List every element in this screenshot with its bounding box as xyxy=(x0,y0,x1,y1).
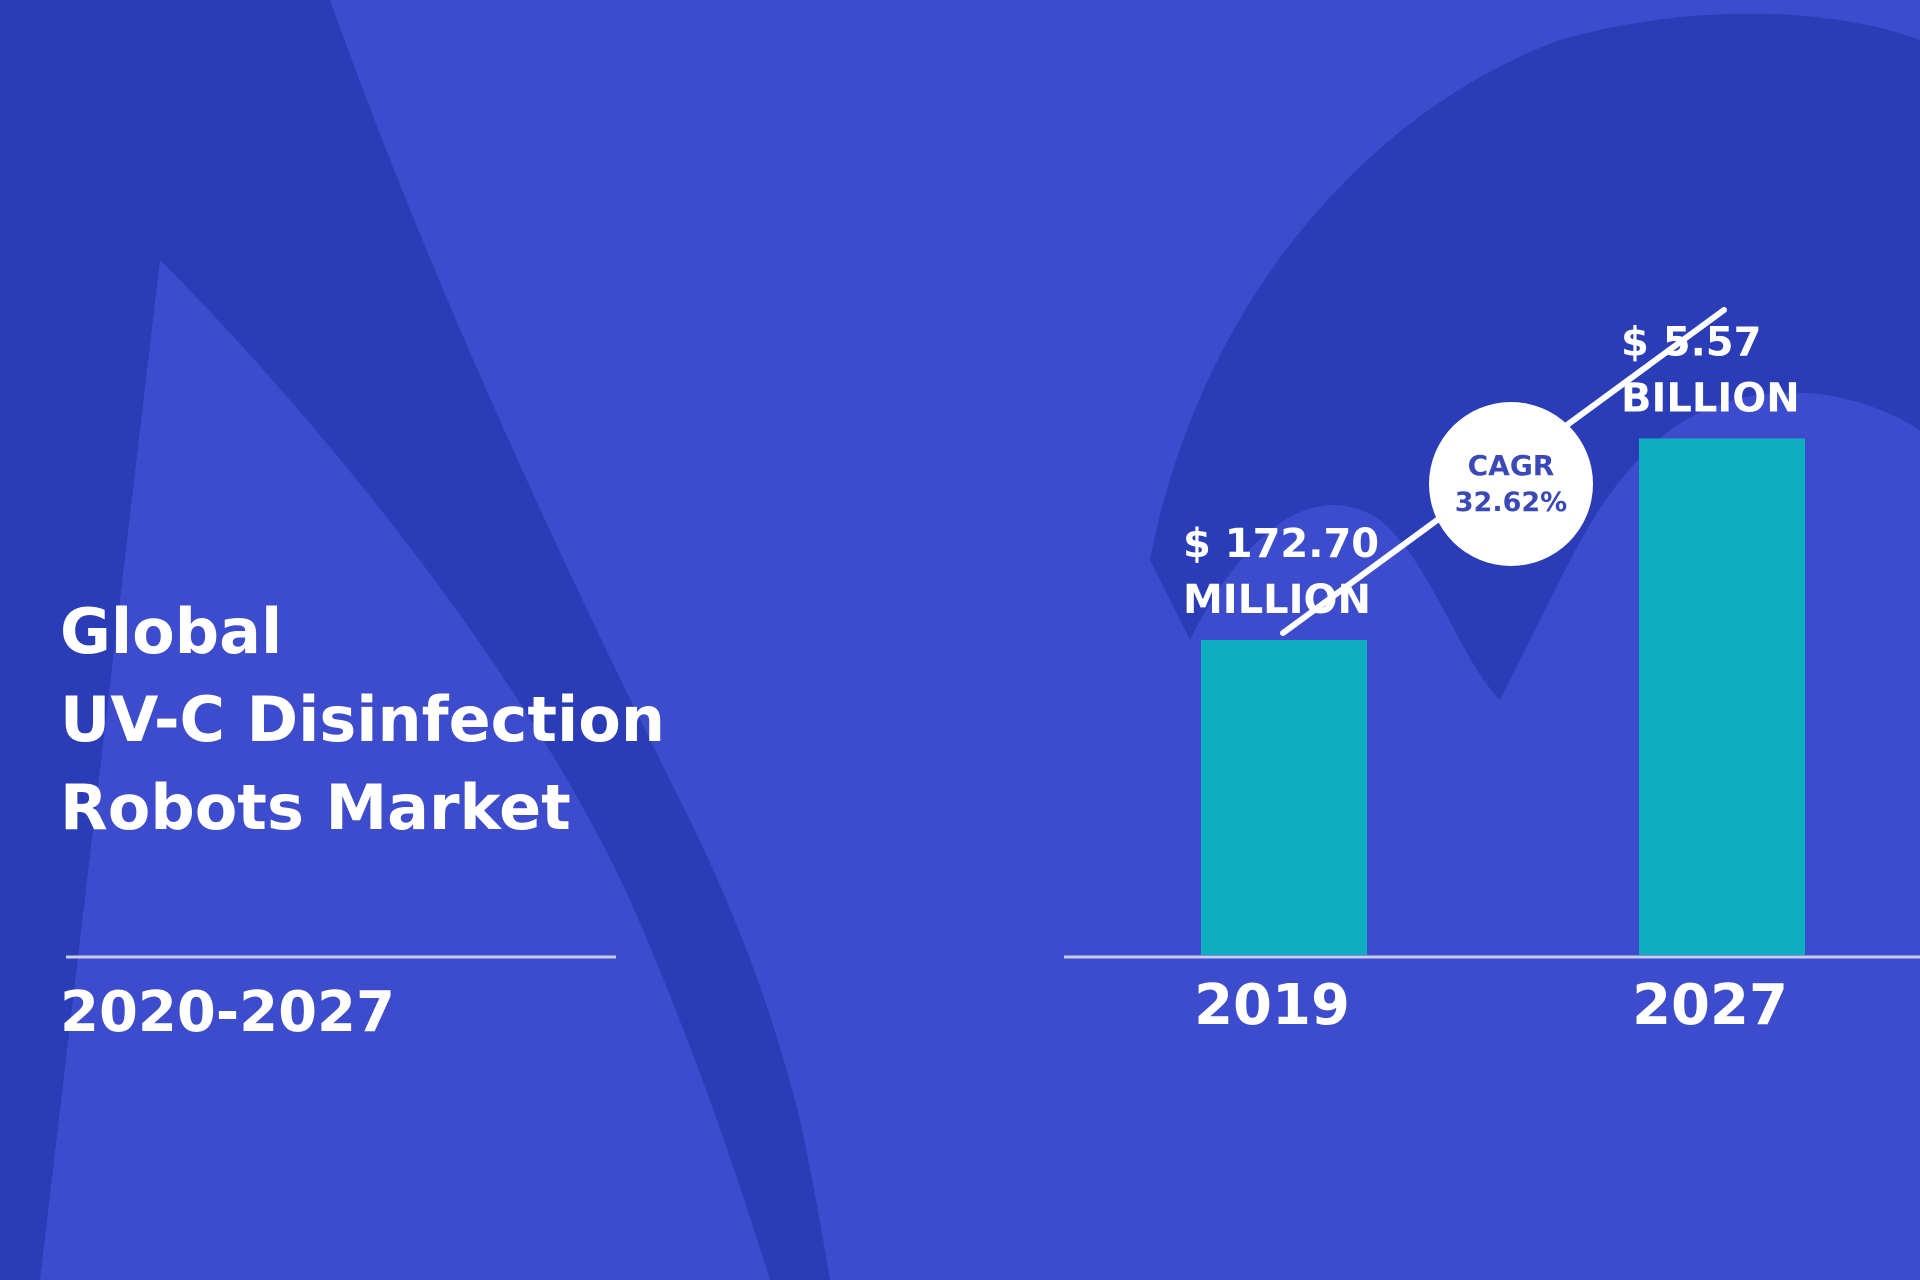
bars-group xyxy=(1201,438,1805,955)
title-line-2: UV-C Disinfection xyxy=(60,683,666,756)
value-label-2019-line-1: $ 172.70 xyxy=(1183,521,1379,567)
title: Global UV-C Disinfection Robots Market xyxy=(60,588,665,852)
value-label-2019-line-2: MILLION xyxy=(1183,577,1371,623)
tick-label-2027: 2027 xyxy=(1632,973,1788,1038)
cagr-value: 32.62% xyxy=(1455,487,1567,518)
period-label: 2020-2027 xyxy=(60,980,395,1045)
bar-2019 xyxy=(1201,640,1367,955)
title-line-1: Global xyxy=(60,595,283,668)
value-label-2027-line-2: BILLION xyxy=(1621,375,1800,421)
cagr-label: CAGR xyxy=(1468,449,1555,482)
title-line-3: Robots Market xyxy=(60,771,571,844)
tick-label-2019: 2019 xyxy=(1194,973,1350,1038)
value-label-2027-line-1: $ 5.57 xyxy=(1621,319,1761,365)
bar-2027 xyxy=(1639,438,1805,955)
cagr-badge xyxy=(1429,402,1593,566)
labels-group: $ 172.70 MILLION 2019 $ 5.57 BILLION 2027 xyxy=(1183,319,1800,1038)
